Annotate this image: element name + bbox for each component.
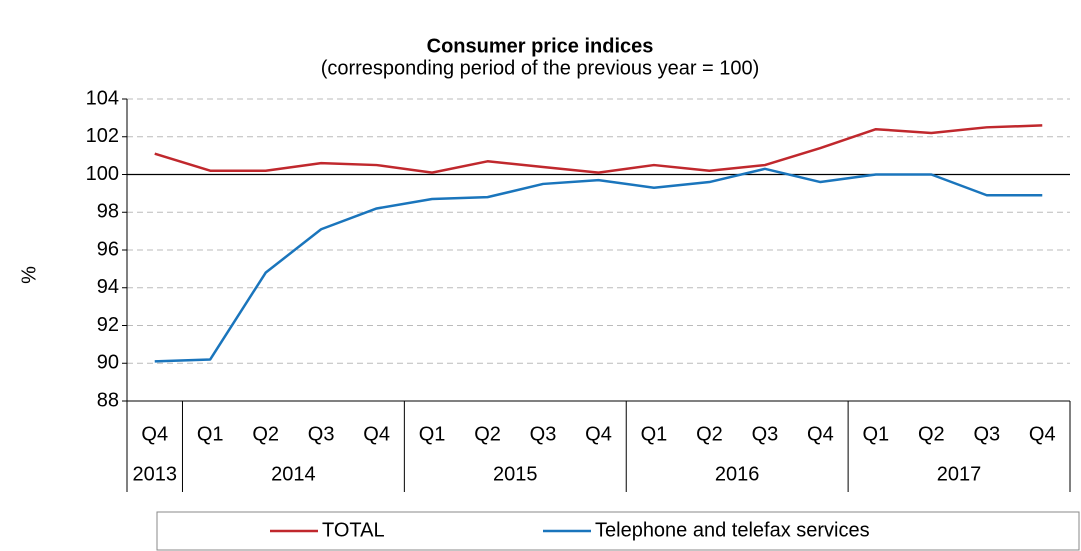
x-group-label: 2015 (493, 463, 538, 485)
legend-label: Telephone and telefax services (595, 519, 870, 541)
x-tick-label: Q2 (918, 423, 945, 445)
y-tick-label: 102 (86, 125, 119, 147)
y-axis-label: % (18, 266, 40, 284)
x-group-label: 2014 (271, 463, 316, 485)
y-tick-label: 90 (97, 352, 119, 374)
x-tick-label: Q4 (363, 423, 390, 445)
x-tick-label: Q2 (696, 423, 723, 445)
chart-subtitle: (corresponding period of the previous ye… (321, 57, 760, 79)
x-group-label: 2016 (715, 463, 760, 485)
x-tick-label: Q2 (474, 423, 501, 445)
y-tick-label: 104 (86, 87, 119, 109)
chart-title: Consumer price indices (427, 35, 654, 57)
x-tick-label: Q4 (1029, 423, 1056, 445)
x-group-label: 2013 (132, 463, 177, 485)
x-tick-label: Q1 (419, 423, 446, 445)
x-tick-label: Q3 (308, 423, 335, 445)
y-tick-label: 94 (97, 276, 119, 298)
x-tick-label: Q4 (807, 423, 834, 445)
x-tick-label: Q3 (752, 423, 779, 445)
x-tick-label: Q3 (530, 423, 557, 445)
y-tick-label: 100 (86, 163, 119, 185)
x-tick-label: Q1 (197, 423, 224, 445)
x-tick-label: Q4 (585, 423, 612, 445)
x-tick-label: Q3 (973, 423, 1000, 445)
series-line (154, 124, 1043, 174)
y-tick-label: 88 (97, 389, 119, 411)
x-tick-label: Q4 (141, 423, 168, 445)
x-group-label: 2017 (937, 463, 982, 485)
x-tick-label: Q2 (252, 423, 279, 445)
legend-label: TOTAL (322, 519, 385, 541)
series-line (154, 167, 1043, 363)
y-tick-label: 98 (97, 201, 119, 223)
x-tick-label: Q1 (863, 423, 890, 445)
y-tick-label: 96 (97, 238, 119, 260)
y-tick-label: 92 (97, 314, 119, 336)
x-tick-label: Q1 (641, 423, 668, 445)
